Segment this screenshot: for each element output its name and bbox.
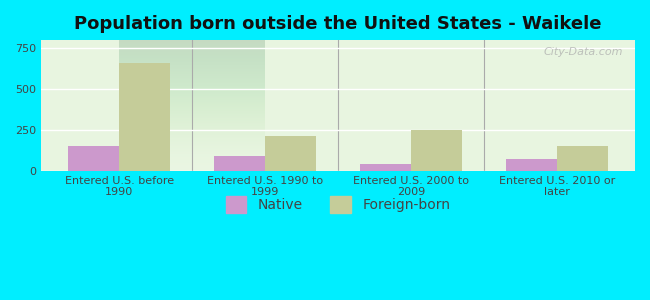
Bar — [265, 136, 316, 171]
Bar — [360, 164, 411, 171]
Bar — [506, 159, 557, 171]
Legend: Native, Foreign-born: Native, Foreign-born — [220, 191, 456, 219]
Bar — [119, 63, 170, 171]
Bar — [68, 146, 119, 171]
Bar — [557, 146, 608, 171]
Bar — [411, 130, 462, 171]
Title: Population born outside the United States - Waikele: Population born outside the United State… — [74, 15, 602, 33]
Bar — [214, 156, 265, 171]
Text: City-Data.com: City-Data.com — [543, 47, 623, 57]
